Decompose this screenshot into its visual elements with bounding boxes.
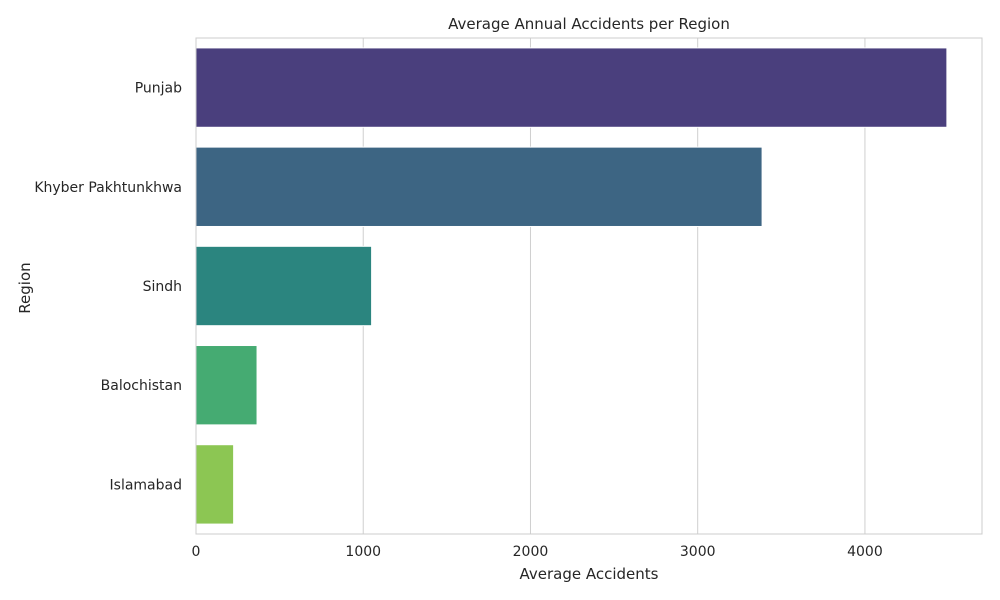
y-tick-label: Islamabad [110, 477, 182, 493]
x-tick-label: 2000 [513, 544, 549, 560]
y-tick-label: Balochistan [101, 378, 182, 394]
y-tick-label: Punjab [135, 81, 182, 97]
x-axis-label: Average Accidents [520, 565, 659, 583]
bar-punjab [195, 47, 948, 128]
bar-balochistan [195, 345, 258, 426]
y-tick-labels: Punjab Khyber Pakhtunkhwa Sindh Balochistan… [34, 81, 182, 494]
x-tick-label: 0 [192, 544, 201, 560]
bar-sindh [195, 245, 373, 327]
bar-khyber-pakhtunkhwa [195, 146, 763, 227]
bar-islamabad [195, 444, 235, 525]
x-tick-label: 3000 [680, 544, 716, 560]
x-tick-label: 1000 [345, 544, 381, 560]
x-tick-label: 4000 [847, 544, 883, 560]
y-axis-label: Region [16, 262, 34, 313]
y-tick-label: Sindh [143, 279, 182, 295]
y-tick-label: Khyber Pakhtunkhwa [34, 180, 182, 196]
chart-title: Average Annual Accidents per Region [448, 15, 730, 33]
bars [195, 47, 948, 525]
x-tick-labels: 0 1000 2000 3000 4000 [192, 544, 883, 560]
plot-frame [195, 37, 983, 535]
